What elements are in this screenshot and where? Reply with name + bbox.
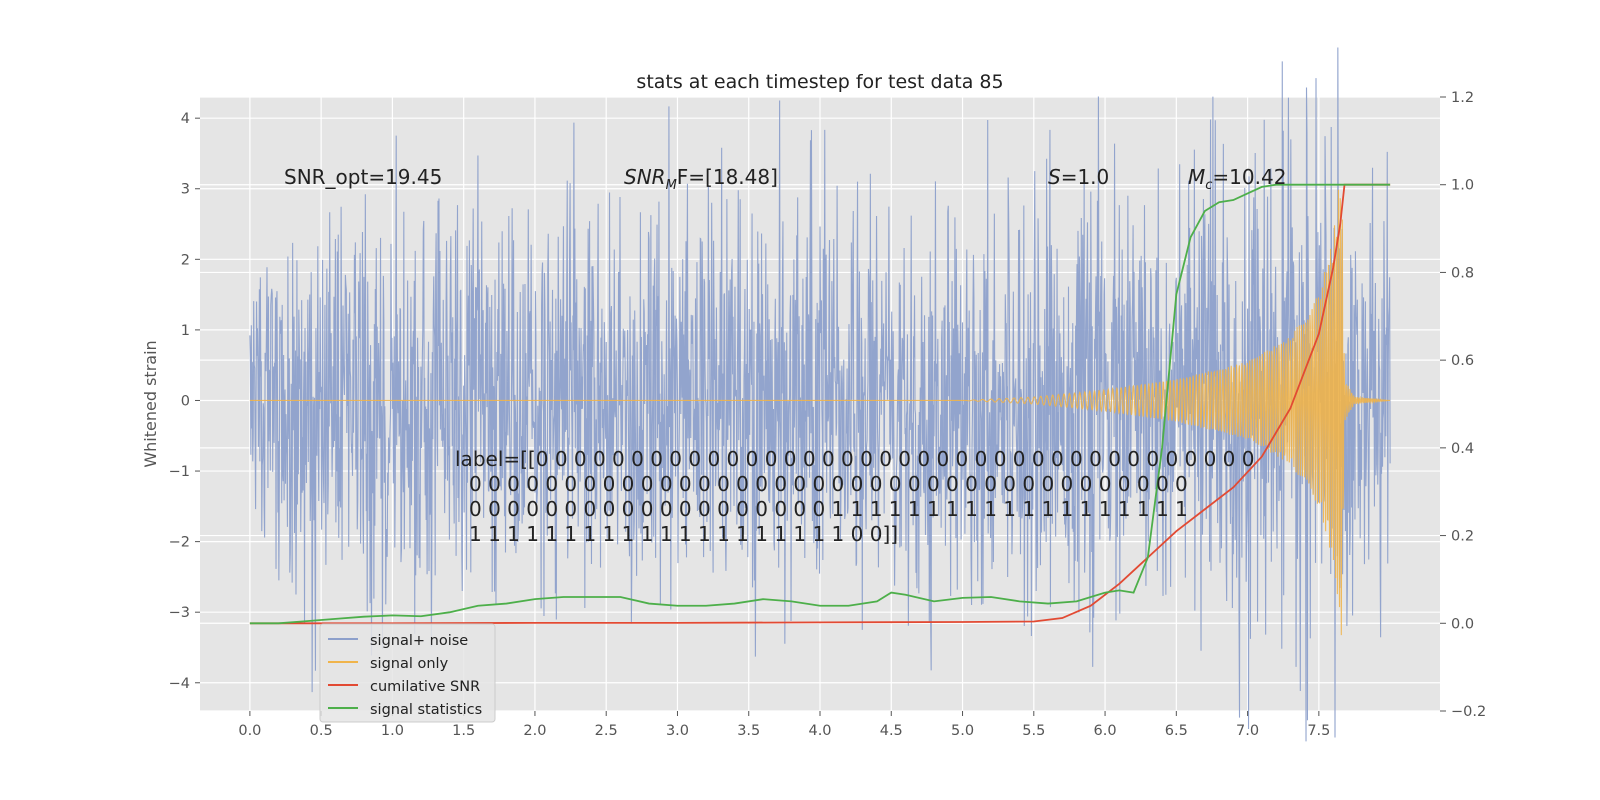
legend-label-signal-noise: signal+ noise	[370, 633, 468, 649]
x-tick-label: 7.0	[1236, 723, 1259, 739]
label-line-2: 0 0 0 0 0 0 0 0 0 0 0 0 0 0 0 0 0 0 0 0 …	[469, 472, 1188, 496]
x-tick-label: 0.5	[310, 723, 333, 739]
x-tick-label: 1.5	[452, 723, 475, 739]
legend-label-signal-only: signal only	[370, 656, 449, 672]
x-tick-label: 6.0	[1094, 723, 1117, 739]
y-tick-label: 0	[181, 393, 190, 409]
annotation-snr-opt: SNR_opt=19.45	[284, 165, 442, 189]
label-line-4: 1 1 1 1 1 1 1 1 1 1 1 1 1 1 1 1 1 1 1 1 …	[469, 522, 898, 546]
x-tick-label: 2.0	[523, 723, 546, 739]
y2-tick-label: 0.4	[1451, 441, 1474, 457]
annotation-mc: Mc=10.42	[1188, 165, 1286, 193]
legend-label-signal-statistics: signal statistics	[370, 702, 482, 718]
y2-tick-label: −0.2	[1451, 704, 1486, 720]
x-tick-label: 2.5	[595, 723, 618, 739]
y2-tick-label: 0.8	[1451, 265, 1474, 281]
x-tick-label: 4.0	[808, 723, 831, 739]
legend: signal+ noise signal only cumilative SNR…	[319, 623, 496, 723]
y-tick-label: 2	[181, 252, 190, 268]
y-tick-label: 1	[181, 323, 190, 339]
x-tick-label: 3.0	[666, 723, 689, 739]
series-signal-statistics	[249, 183, 1391, 625]
annotation-s: S=1.0	[1048, 165, 1109, 189]
y-tick-label: −2	[169, 535, 190, 551]
legend-label-cumilative-snr: cumilative SNR	[370, 679, 480, 695]
label-line-3: 0 0 0 0 0 0 0 0 0 0 0 0 0 0 0 0 0 0 0 1 …	[469, 497, 1188, 521]
annotation-mc-symbol: M	[1188, 165, 1205, 189]
annotation-snr-mf: SNRMF=[18.48]	[624, 165, 778, 193]
y-tick-label: 4	[181, 111, 190, 127]
y2-tick-label: 1.2	[1451, 90, 1474, 106]
annotation-s-symbol: S	[1048, 165, 1061, 189]
y2-tick-label: 0.0	[1451, 616, 1474, 632]
y2-tick-label: 0.2	[1451, 529, 1474, 545]
annotation-snr-mf-sub: M	[666, 178, 677, 193]
legend-entry-cumilative-snr: cumilative SNR	[328, 679, 480, 695]
chart-title: stats at each timestep for test data 85	[636, 71, 1003, 93]
x-tick-label: 6.5	[1165, 723, 1188, 739]
annotation-mc-sub: c	[1205, 178, 1212, 193]
y2-tick-label: 0.6	[1451, 353, 1474, 369]
x-tick-label: 5.5	[1022, 723, 1045, 739]
legend-entry-signal-only: signal only	[328, 656, 449, 672]
annotation-snr-mf-prefix: SNR	[624, 165, 666, 189]
label-line-1: label=[[0 0 0 0 0 0 0 0 0 0 0 0 0 0 0 0 …	[455, 447, 1255, 471]
annotation-s-value: =1.0	[1061, 165, 1110, 189]
y-tick-label: −4	[169, 676, 190, 692]
legend-box	[319, 623, 496, 723]
x-tick-label: 7.5	[1307, 723, 1330, 739]
x-tick-label: 3.5	[737, 723, 760, 739]
series-signal-noise	[249, 47, 1391, 742]
x-tick-label: 1.0	[381, 723, 404, 739]
legend-entry-signal-noise: signal+ noise	[328, 633, 468, 649]
x-tick-label: 5.0	[951, 723, 974, 739]
annotation-snr-mf-suffix: F=[18.48]	[677, 165, 778, 189]
y-axis-label: Whitened strain	[141, 340, 160, 467]
y2-tick-label: 1.0	[1451, 178, 1474, 194]
series-signal-only	[249, 189, 1391, 636]
legend-entry-signal-statistics: signal statistics	[328, 702, 482, 718]
x-tick-label: 0.0	[238, 723, 261, 739]
axes: 0.0 0.5 1.0 1.5 2.0 2.5 3.0 3.5 4.0 4.5 5.0 5.5 6.0 6…	[169, 90, 1487, 739]
y-tick-label: −1	[169, 464, 190, 480]
y-tick-label: 3	[181, 182, 190, 198]
data-series	[249, 47, 1391, 742]
x-tick-label: 4.5	[880, 723, 903, 739]
y-tick-label: −3	[169, 605, 190, 621]
label-annotation: label=[[0 0 0 0 0 0 0 0 0 0 0 0 0 0 0 0 …	[455, 447, 1255, 546]
annotation-mc-value: =10.42	[1212, 165, 1286, 189]
